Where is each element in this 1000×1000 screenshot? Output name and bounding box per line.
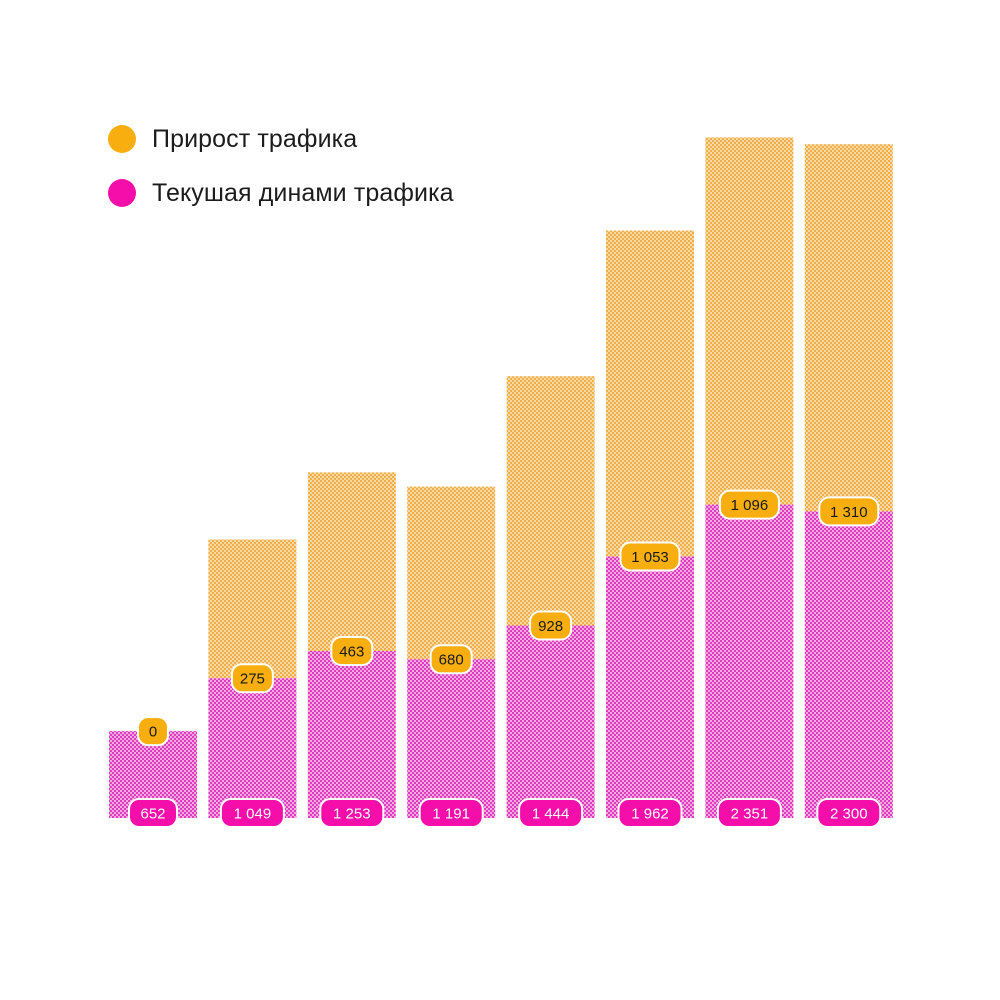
bar-current-7	[705, 505, 793, 818]
bar-growth-7	[705, 137, 793, 504]
current-label-1-text: 652	[140, 806, 165, 823]
growth-label-1-text: 0	[149, 724, 157, 741]
current-label-5: 1 444	[519, 799, 582, 827]
legend: Прирост трафика Текушая динами трафика	[108, 112, 454, 220]
bar-growth-3	[308, 472, 396, 651]
bar-current-6	[606, 557, 694, 819]
bar-current-2	[208, 678, 296, 818]
growth-label-2-text: 275	[240, 671, 265, 688]
legend-item-growth: Прирост трафика	[108, 112, 454, 166]
current-label-2: 1 049	[221, 799, 284, 827]
current-label-7-text: 2 351	[731, 806, 769, 823]
growth-label-1: 0	[138, 717, 168, 745]
growth-label-7-text: 1 096	[731, 497, 769, 514]
growth-label-7: 1 096	[720, 491, 779, 519]
bar-current-3	[308, 651, 396, 818]
bar-growth-4	[407, 487, 495, 660]
bar-current-8	[805, 511, 893, 818]
legend-swatch-current	[108, 179, 136, 207]
growth-label-3-text: 463	[339, 644, 364, 661]
bar-growth-8	[805, 144, 893, 511]
current-label-3-text: 1 253	[333, 806, 371, 823]
current-label-1: 652	[129, 799, 177, 827]
current-label-8-text: 2 300	[830, 806, 868, 823]
growth-label-6-text: 1 053	[631, 549, 669, 566]
current-label-6: 1 962	[619, 799, 682, 827]
bar-current-5	[507, 626, 595, 819]
growth-label-5: 928	[530, 612, 571, 640]
current-label-6-text: 1 962	[631, 806, 669, 823]
current-label-2-text: 1 049	[234, 806, 272, 823]
growth-label-4: 680	[431, 645, 472, 673]
current-label-7: 2 351	[718, 799, 781, 827]
current-label-4: 1 191	[420, 799, 483, 827]
legend-label-growth: Прирост трафика	[152, 125, 357, 154]
legend-item-current: Текушая динами трафика	[108, 166, 454, 220]
growth-label-2: 275	[232, 664, 273, 692]
growth-label-4-text: 680	[439, 652, 464, 669]
bar-growth-2	[208, 540, 296, 679]
growth-label-8: 1 310	[819, 497, 878, 525]
growth-label-3: 463	[331, 637, 372, 665]
bar-current-4	[407, 659, 495, 818]
current-label-4-text: 1 191	[432, 806, 470, 823]
legend-swatch-growth	[108, 125, 136, 153]
growth-label-8-text: 1 310	[830, 504, 868, 521]
growth-label-5-text: 928	[538, 618, 563, 635]
growth-label-6: 1 053	[621, 543, 680, 571]
current-label-8: 2 300	[817, 799, 880, 827]
bar-growth-5	[507, 376, 595, 625]
bar-growth-6	[606, 231, 694, 557]
current-label-5-text: 1 444	[532, 806, 570, 823]
bars-layer	[109, 137, 893, 818]
current-label-3: 1 253	[320, 799, 383, 827]
legend-label-current: Текушая динами трафика	[152, 179, 454, 208]
